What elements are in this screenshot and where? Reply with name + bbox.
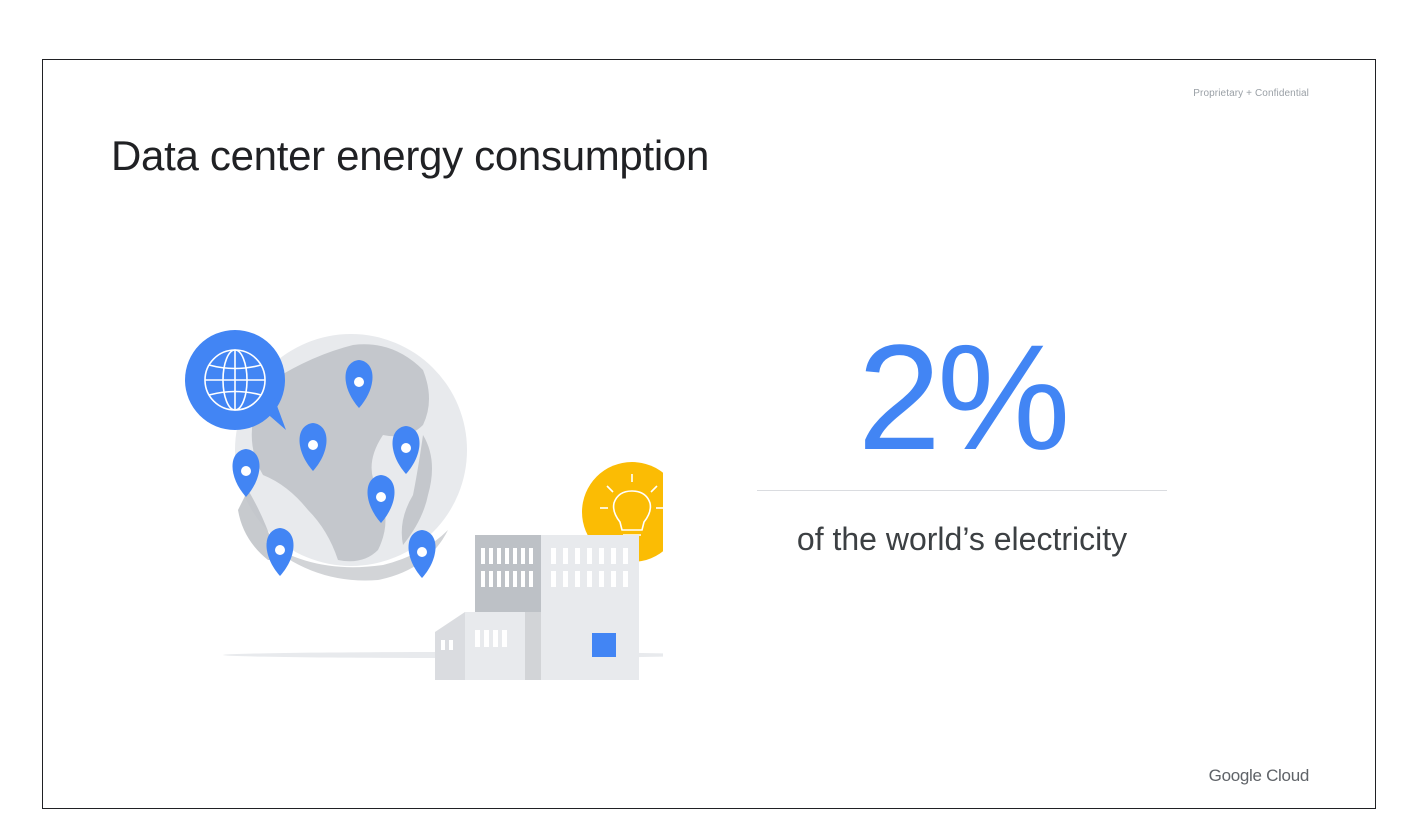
earth-globe-icon	[235, 334, 467, 581]
map-pin-icon	[392, 426, 420, 474]
slide-title: Data center energy consumption	[111, 132, 710, 179]
stat-value: 2%	[857, 313, 1071, 481]
building-icon	[435, 535, 639, 680]
map-pin-icon	[232, 449, 260, 497]
stat-block: 2% of the world’s electricity	[757, 322, 1167, 558]
map-pin-icon	[266, 528, 294, 576]
map-pin-icon	[299, 423, 327, 471]
confidential-label: Proprietary + Confidential	[1193, 88, 1309, 99]
door-icon	[592, 633, 616, 657]
stat-divider	[757, 490, 1167, 491]
map-pin-icon	[367, 475, 395, 523]
data-center-illustration	[185, 330, 663, 680]
slide: Proprietary + Confidential Data center e…	[42, 59, 1376, 809]
globe-icon	[204, 349, 266, 411]
map-pin-icon	[408, 530, 436, 578]
map-pin-icon	[345, 360, 373, 408]
google-cloud-logo: Google Cloud	[1208, 766, 1310, 785]
stat-caption: of the world’s electricity	[796, 521, 1128, 557]
globe-speech-bubble	[185, 330, 286, 430]
